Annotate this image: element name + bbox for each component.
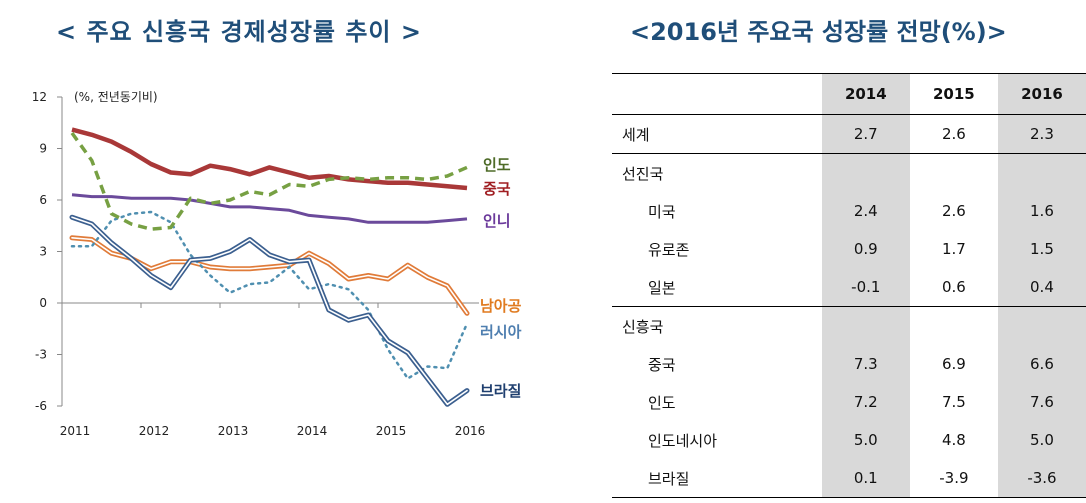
table-row-brazil: 브라질 0.1 -3.9 -3.6 [612, 459, 1086, 498]
y-tick-label: -6 [35, 399, 47, 413]
series-line-inner [71, 237, 468, 315]
series-line-outer [69, 214, 470, 407]
cell: 5.0 [821, 421, 910, 459]
x-tick-label: 2014 [297, 424, 328, 438]
cell: 7.2 [821, 383, 910, 421]
cell: 7.5 [941, 393, 966, 411]
series-러시아 [70, 210, 469, 381]
cell: 6.9 [941, 355, 966, 373]
table-row-world: 세계 2.7 2.6 2.3 [612, 114, 1086, 154]
y-tick-label: -3 [35, 348, 47, 362]
cell: 2.6 [941, 202, 966, 220]
cell: -3.9 [909, 459, 998, 498]
series-line [71, 127, 468, 191]
table-row-indonesia: 인도네시아 5.0 4.8 5.0 [612, 421, 1086, 459]
row-group-label: 신흥국 [622, 317, 664, 336]
row-label: 브라질 [612, 459, 822, 498]
table-row-us: 미국 2.4 2.6 1.6 [612, 192, 1086, 230]
series-label: 인니 [483, 212, 511, 230]
row-label: 유로존 [648, 240, 690, 259]
series-line-inner [71, 216, 468, 406]
row-group-label: 선진국 [622, 164, 664, 183]
row-label: 일본 [612, 268, 822, 307]
row-label: 중국 [648, 355, 676, 374]
x-tick-label: 2013 [218, 424, 249, 438]
table-row-india: 인도 7.2 7.5 7.6 [612, 383, 1086, 421]
table-row-eurozone: 유로존 0.9 1.7 1.5 [612, 230, 1086, 268]
header-2014: 2014 [821, 73, 910, 115]
row-label: 인도 [648, 393, 676, 412]
x-tick-label: 2016 [455, 424, 486, 438]
cell: 7.6 [997, 383, 1086, 421]
cell [910, 307, 998, 346]
cell [821, 153, 910, 192]
y-tick-label: 12 [32, 90, 47, 104]
series-line [70, 131, 468, 231]
cell: 5.0 [997, 421, 1086, 459]
y-tick-label: 0 [39, 296, 47, 310]
cell: 7.3 [821, 345, 910, 383]
cell: 2.7 [821, 114, 910, 154]
cell: 1.7 [941, 240, 966, 258]
header-2015: 2015 [909, 73, 998, 115]
table-title: <2016년 주요국 성장률 전망(%)> [630, 18, 1007, 46]
growth-forecast-table: 2014 2015 2016 세계 2.7 2.6 2.3 선진국 미국 2.4… [612, 73, 1086, 498]
table-row-china: 중국 7.3 6.9 6.6 [612, 345, 1086, 383]
growth-line-chart: 12 9 6 3 0 -3 -6 2011 2012 2013 2014 2015 2016 (%, 전… [32, 90, 522, 438]
cell: 2.4 [821, 192, 910, 230]
header-2016: 2016 [997, 73, 1086, 115]
series-line-outer [69, 235, 470, 316]
series-브라질 [69, 214, 470, 407]
cell: 0.4 [997, 268, 1086, 307]
header-blank [612, 73, 822, 115]
table-row-japan: 일본 -0.1 0.6 0.4 [612, 268, 1086, 307]
chart-axes: 12 9 6 3 0 -3 -6 2011 2012 2013 2014 2015 2016 [32, 90, 486, 438]
cell [997, 153, 1086, 192]
cell: 1.5 [997, 230, 1086, 268]
row-label: 미국 [648, 202, 676, 221]
cell: 2.6 [909, 114, 998, 154]
cell: -3.6 [997, 459, 1086, 498]
series-line [70, 210, 469, 381]
x-tick-label: 2015 [376, 424, 407, 438]
row-label: 세계 [612, 114, 822, 154]
y-tick-label: 6 [39, 193, 47, 207]
cell: -0.1 [821, 268, 910, 307]
series-남아공 [69, 235, 470, 316]
cell: 4.8 [941, 431, 966, 449]
table-header-row: 2014 2015 2016 [612, 73, 1086, 115]
table-row-emerging: 신흥국 [612, 306, 1086, 346]
y-tick-label: 3 [39, 245, 47, 259]
cell [997, 306, 1086, 345]
series-line [71, 193, 468, 224]
series-label: 러시아 [480, 323, 522, 341]
cell: 6.6 [997, 345, 1086, 383]
unit-note: (%, 전년동기비) [74, 90, 158, 104]
cell [910, 154, 998, 193]
cell: 0.1 [821, 459, 910, 498]
cell: 1.6 [997, 192, 1086, 230]
cell: 2.3 [997, 114, 1086, 154]
chart-series [69, 127, 470, 407]
series-label: 남아공 [480, 297, 522, 315]
table-row-advanced: 선진국 [612, 153, 1086, 193]
chart-title: < 주요 신흥국 경제성장률 추이 > [56, 18, 422, 46]
x-tick-label: 2012 [139, 424, 170, 438]
cell: 0.6 [909, 268, 998, 307]
cell [821, 306, 910, 345]
series-인도 [70, 131, 468, 231]
row-label: 인도네시아 [648, 431, 718, 450]
y-tick-label: 9 [39, 142, 47, 156]
series-중국 [71, 127, 468, 191]
series-label: 인도 [483, 156, 511, 174]
series-label: 중국 [483, 180, 511, 198]
cell: 0.9 [821, 230, 910, 268]
series-label: 브라질 [480, 382, 521, 400]
x-tick-label: 2011 [60, 424, 91, 438]
series-인니 [71, 193, 468, 224]
